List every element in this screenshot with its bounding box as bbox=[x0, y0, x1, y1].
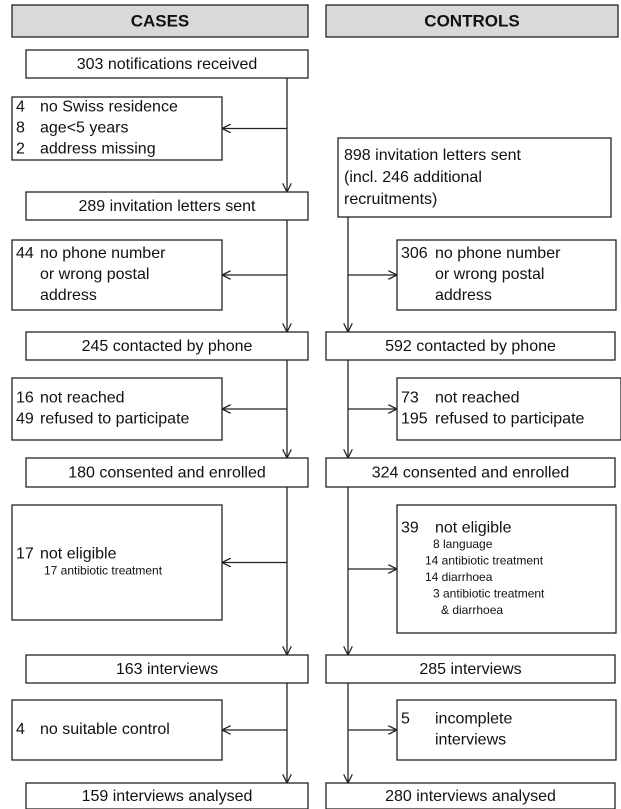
exclusion-reason: address bbox=[435, 287, 492, 304]
step-label: 280 interviews analysed bbox=[385, 788, 556, 805]
step-box bbox=[325, 331, 616, 361]
exclusion-count: 4 bbox=[16, 99, 25, 116]
exclusion-detail: 3 antibiotic treatment bbox=[433, 586, 545, 600]
exclusion-reason: or wrong postal bbox=[40, 266, 149, 283]
exclusion-box bbox=[396, 377, 621, 441]
step-label: 289 invitation letters sent bbox=[79, 198, 257, 215]
step-label: 592 contacted by phone bbox=[385, 338, 556, 355]
exclusion-reason: or wrong postal bbox=[435, 266, 544, 283]
step-box bbox=[325, 654, 616, 684]
exclusion-reason: not eligible bbox=[435, 519, 512, 536]
step-box bbox=[325, 782, 616, 809]
exclusion-count: 195 bbox=[401, 411, 428, 428]
exclusion-box bbox=[11, 699, 223, 761]
exclusion-count: 5 bbox=[401, 711, 410, 728]
exclusion-count: 306 bbox=[401, 245, 428, 262]
exclusion-detail: 17 antibiotic treatment bbox=[44, 563, 163, 577]
start-box bbox=[337, 137, 612, 218]
exclusion-box bbox=[11, 504, 223, 621]
exclusion-reason: no phone number bbox=[435, 245, 561, 262]
exclusion-reason: age<5 years bbox=[40, 120, 129, 137]
exclusion-count: 17 bbox=[16, 546, 34, 563]
step-box bbox=[25, 782, 309, 809]
exclusion-reason: address bbox=[40, 287, 97, 304]
step-box bbox=[25, 331, 309, 361]
step-label: 245 contacted by phone bbox=[82, 338, 253, 355]
step-label: 303 notifications received bbox=[77, 56, 258, 73]
exclusion-detail: 14 antibiotic treatment bbox=[425, 554, 544, 568]
exclusion-count: 73 bbox=[401, 390, 419, 407]
controls-header-box bbox=[325, 4, 619, 38]
step-box bbox=[25, 49, 309, 79]
exclusion-detail: 14 diarrhoea bbox=[425, 570, 493, 584]
exclusion-count: 8 bbox=[16, 120, 25, 137]
exclusion-reason: no Swiss residence bbox=[40, 99, 178, 116]
exclusion-box bbox=[11, 239, 223, 311]
step-box bbox=[25, 457, 309, 488]
exclusion-reason: not eligible bbox=[40, 546, 117, 563]
exclusion-count: 2 bbox=[16, 141, 25, 158]
exclusion-count: 4 bbox=[16, 721, 25, 738]
step-box bbox=[25, 191, 309, 221]
step-label: 180 consented and enrolled bbox=[68, 465, 266, 482]
exclusion-reason: incomplete bbox=[435, 711, 512, 728]
exclusion-reason: not reached bbox=[435, 390, 520, 407]
exclusion-reason: refused to participate bbox=[40, 411, 190, 428]
exclusion-detail: & diarrhoea bbox=[441, 603, 503, 617]
start-label: (incl. 246 additional bbox=[344, 169, 482, 186]
exclusion-count: 44 bbox=[16, 245, 34, 262]
exclusion-reason: interviews bbox=[435, 732, 506, 749]
exclusion-reason: no phone number bbox=[40, 245, 166, 262]
exclusion-count: 49 bbox=[16, 411, 34, 428]
exclusion-count: 16 bbox=[16, 390, 34, 407]
step-box bbox=[25, 654, 309, 684]
exclusion-count: 39 bbox=[401, 519, 419, 536]
exclusion-reason: address missing bbox=[40, 141, 156, 158]
cases-header-box bbox=[11, 4, 309, 38]
step-label: 324 consented and enrolled bbox=[372, 465, 570, 482]
exclusion-reason: not reached bbox=[40, 390, 125, 407]
exclusion-reason: refused to participate bbox=[435, 411, 585, 428]
exclusion-box bbox=[396, 239, 617, 311]
start-label: recruitments) bbox=[344, 191, 437, 208]
step-label: 159 interviews analysed bbox=[82, 788, 253, 805]
controls-header: CONTROLS bbox=[424, 11, 519, 30]
exclusion-reason: no suitable control bbox=[40, 721, 170, 738]
exclusion-box bbox=[396, 699, 617, 761]
cases-header: CASES bbox=[131, 11, 190, 30]
exclusion-detail: 8 language bbox=[433, 537, 493, 551]
exclusion-box bbox=[11, 377, 223, 441]
step-label: 163 interviews bbox=[116, 661, 218, 678]
step-label: 285 interviews bbox=[419, 661, 521, 678]
step-box bbox=[325, 457, 616, 488]
exclusion-box bbox=[396, 504, 617, 634]
start-label: 898 invitation letters sent bbox=[344, 147, 522, 164]
